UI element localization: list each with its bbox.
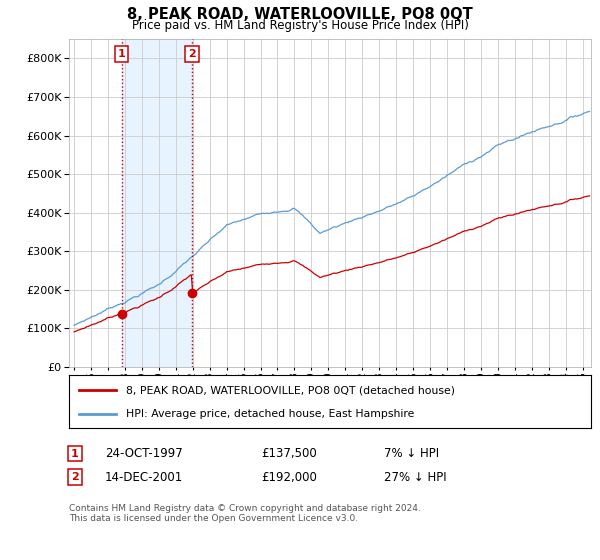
Text: Price paid vs. HM Land Registry's House Price Index (HPI): Price paid vs. HM Land Registry's House … [131, 19, 469, 32]
Text: 24-OCT-1997: 24-OCT-1997 [105, 447, 183, 460]
Text: 7% ↓ HPI: 7% ↓ HPI [384, 447, 439, 460]
Text: 8, PEAK ROAD, WATERLOOVILLE, PO8 0QT (detached house): 8, PEAK ROAD, WATERLOOVILLE, PO8 0QT (de… [127, 385, 455, 395]
Text: 2: 2 [188, 49, 196, 59]
Bar [122, 39, 192, 367]
Text: £137,500: £137,500 [261, 447, 317, 460]
Text: HPI: Average price, detached house, East Hampshire: HPI: Average price, detached house, East… [127, 408, 415, 418]
Text: £192,000: £192,000 [261, 470, 317, 484]
Text: 2: 2 [71, 472, 79, 482]
Text: 1: 1 [118, 49, 125, 59]
Text: 8, PEAK ROAD, WATERLOOVILLE, PO8 0QT: 8, PEAK ROAD, WATERLOOVILLE, PO8 0QT [127, 7, 473, 22]
Text: 27% ↓ HPI: 27% ↓ HPI [384, 470, 446, 484]
Text: 14-DEC-2001: 14-DEC-2001 [105, 470, 183, 484]
Text: 1: 1 [71, 449, 79, 459]
Text: Contains HM Land Registry data © Crown copyright and database right 2024.
This d: Contains HM Land Registry data © Crown c… [69, 504, 421, 524]
